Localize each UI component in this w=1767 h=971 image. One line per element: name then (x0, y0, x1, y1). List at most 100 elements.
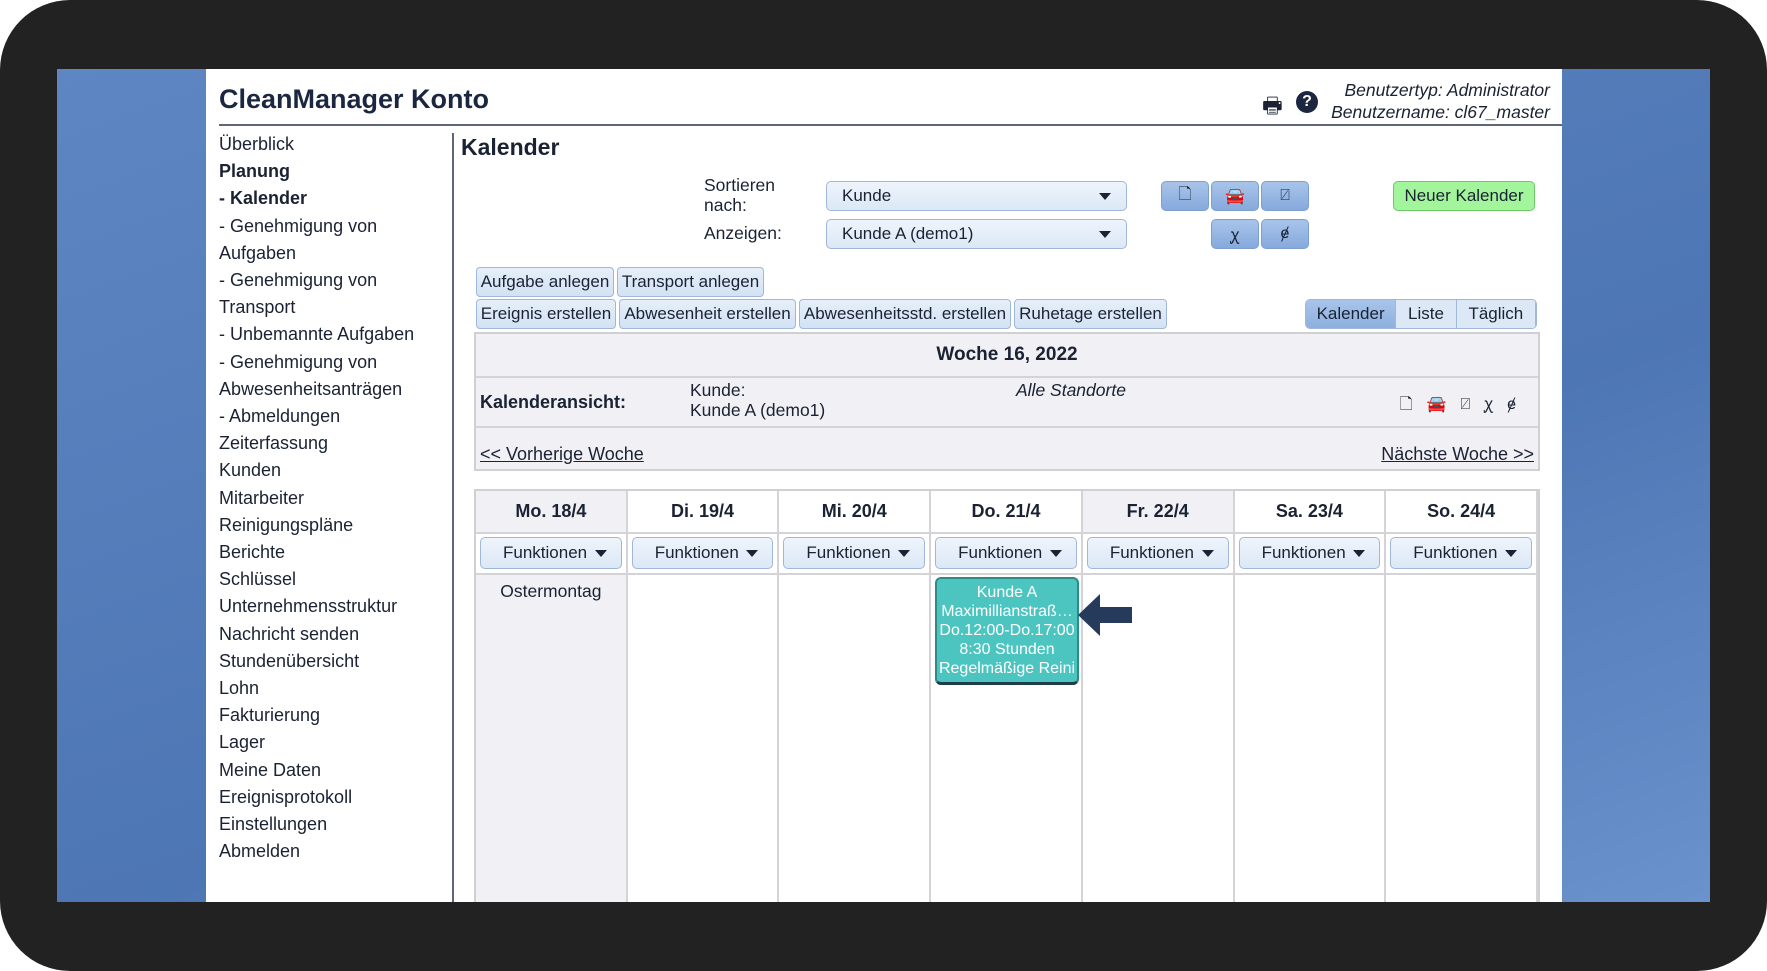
customer-value: Kunde A (demo1) (690, 400, 826, 420)
crossed-hours-icon: ɇ (1507, 396, 1530, 413)
customer-label: Kunde: (690, 380, 746, 400)
prev-week-link[interactable]: << Vorherige Woche (480, 444, 644, 464)
sidebar-item[interactable]: Zeiterfassung (219, 433, 329, 454)
week-calendar-grid: Mo. 18/4 Funktionen Ostermontag Di. 19/4 … (474, 489, 1540, 902)
sort-label: Sortieren nach: (704, 175, 776, 215)
action-button[interactable]: Abwesenheit erstellen (619, 299, 796, 329)
functions-label: Funktionen (503, 543, 588, 562)
action-row-2: Ereignis erstellen Abwesenheit erstellen A… (476, 299, 1167, 329)
day-column: Fr. 22/4 Funktionen (1082, 491, 1235, 902)
view-row: Kalenderansicht: Kunde: Kunde A (demo1) A… (476, 378, 1538, 428)
functions-cell: Funktionen (1234, 534, 1385, 575)
sidebar-item[interactable]: Nachricht senden (219, 623, 360, 644)
sidebar-item[interactable]: Fakturierung (219, 705, 321, 726)
functions-cell: Funktionen (931, 534, 1081, 575)
crossed-person-icon: ꭕ (1484, 396, 1508, 413)
week-title: Woche 16, 2022 (476, 334, 1538, 378)
car-icon: 🚘 (1225, 188, 1245, 205)
functions-dropdown[interactable]: Funktionen (1238, 537, 1381, 569)
car-icon: 🚘 (1426, 396, 1461, 413)
sidebar-item[interactable]: - Genehmigung von Abwesenheitsanträgen (219, 351, 403, 399)
functions-dropdown[interactable]: Funktionen (935, 537, 1077, 569)
show-select[interactable]: Kunde A (demo1) (826, 219, 1127, 249)
action-button[interactable]: Aufgabe anlegen (476, 267, 614, 297)
functions-label: Funktionen (806, 543, 891, 562)
holiday-filter-button[interactable]: ɇ (1261, 219, 1309, 249)
functions-cell: Funktionen (1386, 534, 1536, 575)
sidebar-item[interactable]: Meine Daten (219, 759, 322, 780)
day-header: Mo. 18/4 (476, 491, 626, 534)
chevron-down-icon (1049, 549, 1062, 557)
sidebar-item[interactable]: - Kalender (219, 188, 308, 209)
sort-value: Kunde (842, 186, 892, 205)
car-filter-button[interactable]: 🚘 (1211, 181, 1259, 211)
day-header: Sa. 23/4 (1234, 491, 1385, 534)
arrow-pointer-icon (1078, 594, 1132, 636)
sidebar-item[interactable]: Einstellungen (219, 814, 328, 835)
sidebar-item[interactable]: - Genehmigung von Transport (219, 270, 378, 318)
sidebar-item[interactable]: Lohn (219, 678, 260, 699)
sidebar-item[interactable]: Berichte (219, 542, 286, 563)
functions-cell: Funktionen (1082, 534, 1233, 575)
sidebar-item[interactable]: Ereignisprotokoll (219, 786, 353, 807)
calendar-event[interactable]: Kunde A Maximillianstraß… Do.12:00-Do.17:0… (935, 577, 1079, 685)
action-button[interactable]: Ruhetage erstellen (1014, 299, 1167, 329)
functions-label: Funktionen (654, 543, 739, 562)
functions-cell: Funktionen (476, 534, 626, 575)
action-row-1: Aufgabe anlegen Transport anlegen (476, 267, 764, 297)
sidebar-item[interactable]: Kunden (219, 460, 282, 481)
sidebar-item[interactable]: Lager (219, 732, 266, 753)
action-button[interactable]: Abwesenheitsstd. erstellen (799, 299, 1011, 329)
empty-filter-button[interactable]: ⍁ (1261, 181, 1309, 211)
action-button[interactable]: Ereignis erstellen (476, 299, 616, 329)
new-calendar-button[interactable]: Neuer Kalender (1393, 181, 1535, 211)
functions-label: Funktionen (1413, 543, 1498, 562)
document-filter-button[interactable]: 🗋 (1161, 181, 1209, 211)
user-type: Benutzertyp: Administrator (1344, 80, 1550, 100)
functions-dropdown[interactable]: Funktionen (1390, 537, 1532, 569)
document-icon: 🗋 (1178, 185, 1192, 203)
print-icon[interactable]: 🖶 (1262, 93, 1283, 118)
view-tabs: Kalender Liste Täglich (1305, 299, 1537, 329)
sidebar-item[interactable]: Abmelden (219, 841, 301, 862)
day-column: Do. 21/4 Funktionen (931, 491, 1083, 902)
chevron-down-icon (898, 549, 911, 557)
day-header: Do. 21/4 (931, 491, 1081, 534)
tab-view[interactable]: Täglich (1456, 300, 1536, 328)
sidebar-item[interactable]: Reinigungspläne (219, 514, 354, 535)
action-button[interactable]: Transport anlegen (617, 267, 764, 297)
day-header: So. 24/4 (1386, 491, 1536, 534)
day-header: Fr. 22/4 (1082, 491, 1233, 534)
chevron-down-icon (594, 549, 607, 557)
app-window: CleanManager Konto 🖶 ? Benutzertyp: Admi… (206, 69, 1562, 902)
chevron-down-icon (1201, 549, 1214, 557)
tab-view[interactable]: Liste (1396, 300, 1457, 328)
functions-dropdown[interactable]: Funktionen (1086, 537, 1229, 569)
chevron-down-icon (1099, 192, 1111, 200)
customer-info: Kunde: Kunde A (demo1) (690, 380, 825, 420)
sidebar-item[interactable]: Unternehmensstruktur (219, 596, 398, 617)
absence-filter-button[interactable]: ꭕ (1211, 219, 1259, 249)
help-icon[interactable]: ? (1296, 91, 1318, 113)
sidebar-item[interactable]: Planung (219, 161, 290, 182)
user-name: Benutzername: cl67_master (1331, 102, 1550, 122)
sidebar-item[interactable]: Stundenübersicht (219, 650, 360, 671)
tab-view[interactable]: Kalender (1306, 300, 1397, 328)
day-column: Mo. 18/4 Funktionen Ostermontag (476, 491, 628, 902)
sidebar-divider (452, 133, 454, 902)
sort-select[interactable]: Kunde (826, 181, 1127, 211)
sidebar-item[interactable]: - Genehmigung von Aufgaben (219, 215, 378, 263)
view-label: Kalenderansicht: (480, 392, 627, 412)
sidebar-item[interactable]: Schlüssel (219, 569, 297, 590)
functions-label: Funktionen (1261, 543, 1346, 562)
day-header: Di. 19/4 (627, 491, 778, 534)
show-label: Anzeigen: (704, 223, 782, 243)
functions-dropdown[interactable]: Funktionen (631, 537, 774, 569)
next-week-link[interactable]: Nächste Woche >> (1381, 444, 1534, 464)
sidebar-item[interactable]: - Unbemannte Aufgaben (219, 324, 415, 345)
functions-dropdown[interactable]: Funktionen (480, 537, 622, 569)
sidebar-item[interactable]: Mitarbeiter (219, 487, 305, 508)
sidebar-item[interactable]: - Abmeldungen (219, 406, 341, 427)
sidebar-item[interactable]: Überblick (219, 134, 295, 154)
functions-dropdown[interactable]: Funktionen (783, 537, 926, 569)
